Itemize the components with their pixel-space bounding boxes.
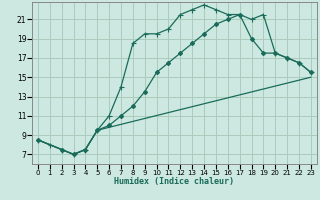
X-axis label: Humidex (Indice chaleur): Humidex (Indice chaleur) [115, 177, 234, 186]
